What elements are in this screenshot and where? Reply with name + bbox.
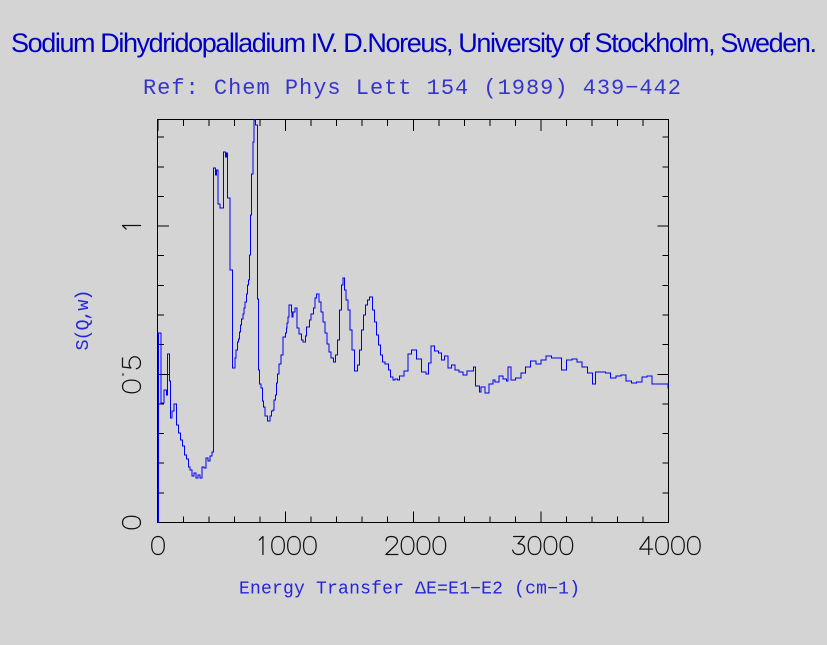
svg-text:Energy Transfer ΔE=E1−E2 (cm−1: Energy Transfer ΔE=E1−E2 (cm−1): [239, 580, 580, 600]
svg-text:Sodium Dihydridopalladium IV.: Sodium Dihydridopalladium IV. D.Noreus, …: [11, 28, 816, 58]
svg-text:S(Q,w): S(Q,w): [73, 290, 94, 351]
svg-text:Ref: Chem Phys Lett 154 (1989): Ref: Chem Phys Lett 154 (1989) 439−442: [143, 76, 681, 101]
